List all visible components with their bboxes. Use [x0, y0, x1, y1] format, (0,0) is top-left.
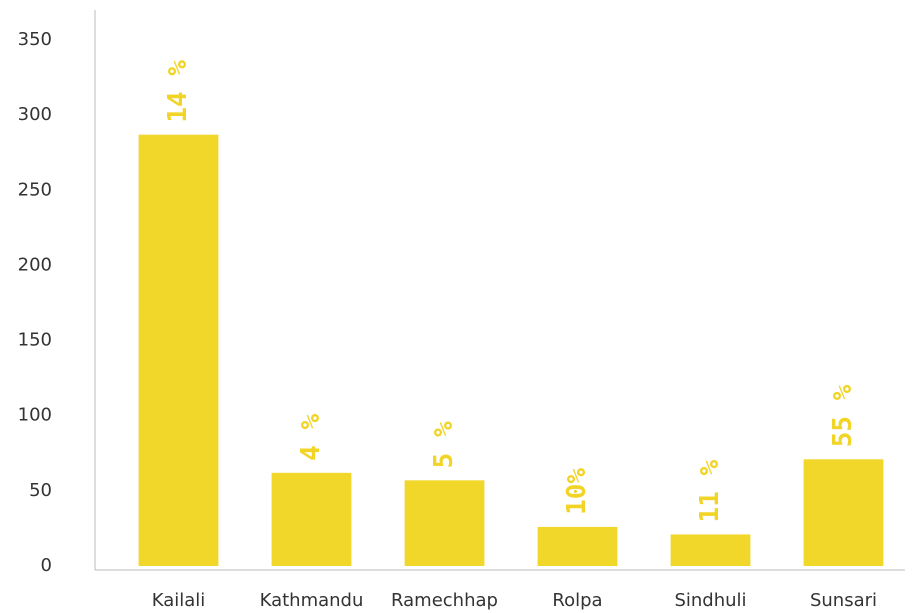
annotation: 4 %: [296, 414, 326, 461]
x-tick-label: Sindhuli: [674, 590, 746, 611]
y-tick-label: 50: [29, 480, 52, 501]
y-tick-label: 300: [18, 104, 52, 125]
y-tick-label: 0: [41, 555, 52, 576]
y-tick-label: 150: [18, 330, 52, 351]
y-tick-label: 200: [18, 254, 52, 275]
x-tick-label: Sunsari: [810, 590, 877, 611]
annotation: 5 %: [429, 421, 459, 468]
y-tick-label: 350: [18, 29, 52, 50]
annotation: 14 %: [163, 60, 193, 123]
y-tick-label: 100: [18, 405, 52, 426]
annotation: 55 %: [828, 384, 858, 447]
bar: [138, 134, 219, 566]
x-tick-label: Ramechhap: [391, 590, 498, 611]
bar: [404, 480, 485, 566]
annotation: 10%: [562, 468, 592, 515]
annotation: 11 %: [695, 459, 725, 522]
bar: [537, 526, 618, 566]
x-tick-label: Kailali: [152, 590, 206, 611]
x-tick-label: Kathmandu: [260, 590, 364, 611]
bar: [803, 459, 884, 566]
bar: [670, 534, 751, 566]
y-tick-label: 250: [18, 179, 52, 200]
bar: [271, 472, 352, 566]
x-tick-label: Rolpa: [552, 590, 602, 611]
